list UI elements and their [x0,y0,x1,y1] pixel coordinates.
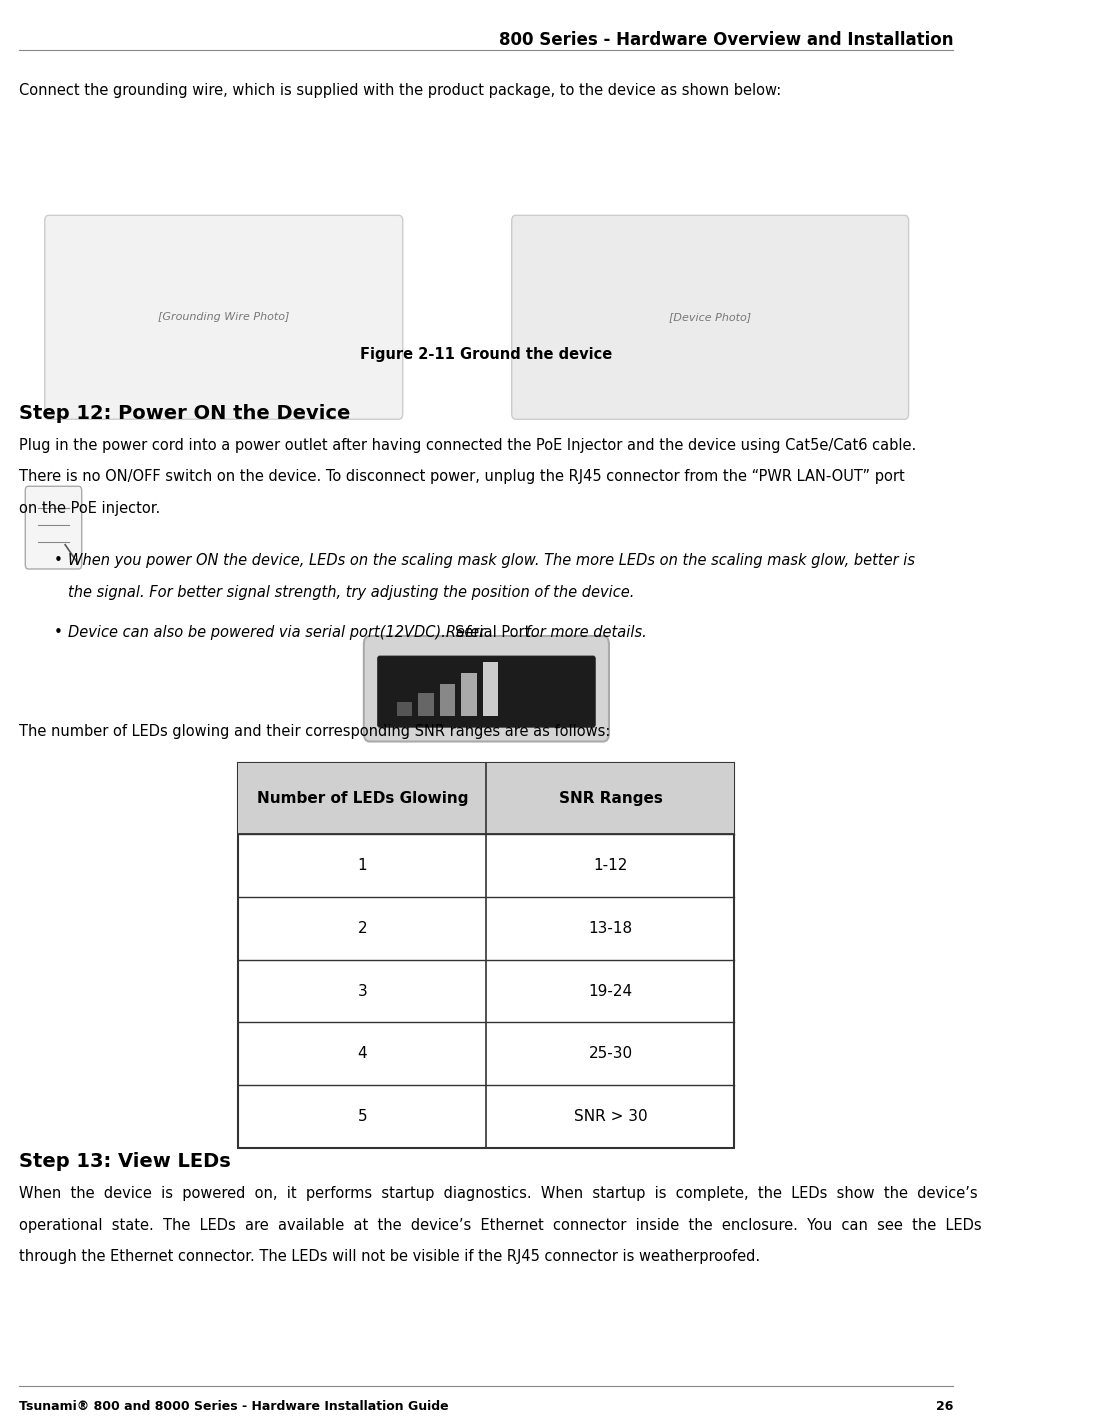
Text: 800 Series - Hardware Overview and Installation: 800 Series - Hardware Overview and Insta… [499,31,954,50]
FancyBboxPatch shape [377,656,595,727]
Text: operational  state.  The  LEDs  are  available  at  the  device’s  Ethernet  con: operational state. The LEDs are availabl… [20,1218,982,1233]
Text: •: • [54,625,63,640]
Bar [397,702,412,716]
Text: SNR Ranges: SNR Ranges [559,791,662,806]
Text: for more details.: for more details. [521,625,647,640]
Text: 19-24: 19-24 [588,984,632,998]
Text: 13-18: 13-18 [588,921,632,935]
Text: through the Ethernet connector. The LEDs will not be visible if the RJ45 connect: through the Ethernet connector. The LEDs… [20,1249,760,1265]
Text: 3: 3 [358,984,367,998]
Text: •: • [54,553,63,569]
Text: Connect the grounding wire, which is supplied with the product package, to the d: Connect the grounding wire, which is sup… [20,83,782,98]
Text: 1: 1 [358,858,367,873]
Text: Step 12: Power ON the Device: Step 12: Power ON the Device [20,404,351,422]
Text: Tsunami® 800 and 8000 Series - Hardware Installation Guide: Tsunami® 800 and 8000 Series - Hardware … [20,1400,449,1413]
Text: [Grounding Wire Photo]: [Grounding Wire Photo] [158,312,289,322]
FancyBboxPatch shape [45,215,403,419]
Text: 25-30: 25-30 [588,1047,632,1061]
FancyBboxPatch shape [25,486,81,569]
Text: 2: 2 [358,921,367,935]
Bar [483,662,498,716]
FancyBboxPatch shape [364,636,609,742]
Text: Plug in the power cord into a power outlet after having connected the PoE Inject: Plug in the power cord into a power outl… [20,438,916,453]
Bar [418,693,433,716]
Bar [239,763,735,1148]
Text: The number of LEDs glowing and their corresponding SNR ranges are as follows:: The number of LEDs glowing and their cor… [20,724,610,740]
Text: Number of LEDs Glowing: Number of LEDs Glowing [256,791,469,806]
FancyBboxPatch shape [512,215,909,419]
Text: Step 13: View LEDs: Step 13: View LEDs [20,1152,231,1171]
Text: When you power ON the device, LEDs on the scaling mask glow. The more LEDs on th: When you power ON the device, LEDs on th… [68,553,915,569]
Text: SNR > 30: SNR > 30 [573,1109,647,1124]
Text: Device can also be powered via serial port(12VDC).Refer: Device can also be powered via serial po… [68,625,490,640]
Text: on the PoE injector.: on the PoE injector. [20,501,161,516]
Text: [Device Photo]: [Device Photo] [669,312,751,322]
Bar [440,684,455,716]
Text: When  the  device  is  powered  on,  it  performs  startup  diagnostics.  When  : When the device is powered on, it perfor… [20,1186,978,1202]
Text: the signal. For better signal strength, try adjusting the position of the device: the signal. For better signal strength, … [68,585,635,600]
Text: 5: 5 [358,1109,367,1124]
Text: 1-12: 1-12 [593,858,628,873]
Text: 4: 4 [358,1047,367,1061]
Bar [461,673,476,716]
Text: 26: 26 [936,1400,954,1413]
Text: Serial Port: Serial Port [455,625,530,640]
Bar [239,763,735,834]
Text: There is no ON/OFF switch on the device. To disconnect power, unplug the RJ45 co: There is no ON/OFF switch on the device.… [20,469,905,485]
Text: Figure 2-11 Ground the device: Figure 2-11 Ground the device [361,347,613,362]
